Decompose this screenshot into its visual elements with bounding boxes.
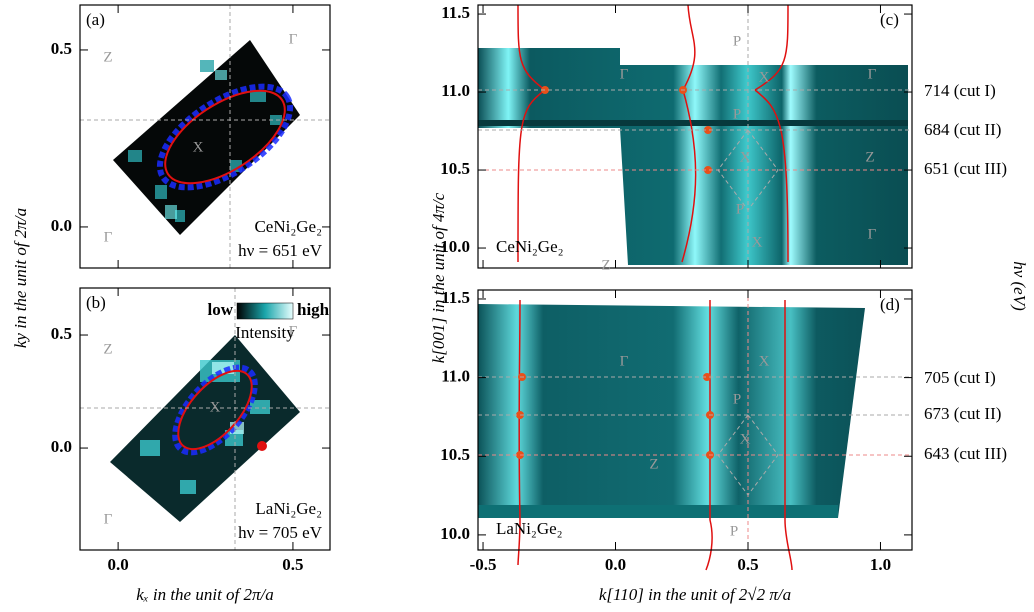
symmetry-point: P — [733, 391, 741, 407]
cut-label: 643 (cut III) — [924, 444, 1007, 463]
panel-label: (a) — [86, 10, 105, 29]
symmetry-point: Γ — [104, 229, 113, 245]
x-tick-label: 0.5 — [737, 555, 758, 574]
y-tick-label: 10.0 — [440, 524, 470, 543]
symmetry-point: Γ — [868, 226, 877, 242]
photon-energy: hν = 705 eV — [238, 523, 323, 542]
y-axis-label: ky in the unit of 2π/a — [11, 208, 30, 348]
cut-label: 714 (cut I) — [924, 81, 996, 100]
y-tick-label: 0.0 — [51, 216, 72, 235]
symmetry-point: X — [210, 399, 221, 415]
heatmap-a — [113, 40, 307, 235]
colorbar-label: Intensity — [235, 323, 295, 342]
symmetry-point: Γ — [620, 66, 629, 82]
compound: LaNi₂Ge₂ — [496, 519, 563, 538]
x-tick-label: 0.0 — [107, 555, 128, 574]
y-tick-label: 11.0 — [441, 367, 470, 386]
symmetry-point: Γ — [620, 353, 629, 369]
symmetry-point: X — [759, 69, 770, 85]
symmetry-point: Γ — [104, 511, 113, 527]
heatmap-c — [478, 48, 908, 265]
y-tick-label: 10.5 — [440, 445, 470, 464]
x-tick-label: 0.5 — [282, 555, 303, 574]
colorbar — [237, 303, 293, 319]
panel-label: (c) — [880, 10, 899, 29]
y-tick-label: 0.5 — [51, 324, 72, 343]
symmetry-point: Z — [601, 257, 610, 273]
symmetry-point: Γ — [868, 66, 877, 82]
colorbar-low: low — [208, 300, 234, 319]
x-tick-label: -0.5 — [470, 555, 497, 574]
compound: CeNi₂Ge₂ — [496, 237, 564, 256]
symmetry-point: X — [193, 139, 204, 155]
figure: 0.0 0.5 (a) Z Γ X Γ CeNi₂Ge₂ hν = 651 eV 0.0 0.5 0.… — [0, 0, 1034, 612]
x-tick-label: 1.0 — [870, 555, 891, 574]
heatmap-c-band — [478, 120, 908, 126]
symmetry-point: X — [752, 234, 763, 250]
panel-label: (d) — [880, 295, 900, 314]
heatmap-b — [110, 335, 300, 522]
symmetry-point: Γ — [289, 31, 298, 47]
compound: LaNi₂Ge₂ — [255, 499, 322, 518]
y-tick-label: 11.5 — [441, 3, 470, 22]
cut-label: 673 (cut II) — [924, 404, 1001, 423]
cut-label: 651 (cut III) — [924, 159, 1007, 178]
photon-energy: hν = 651 eV — [238, 241, 323, 260]
y-axis-label: k[001] in the unit of 4π/c — [429, 192, 448, 363]
y-tick-label: 0.0 — [51, 437, 72, 456]
y-tick-label: 0.5 — [51, 39, 72, 58]
symmetry-point: P — [733, 33, 741, 49]
compound: CeNi₂Ge₂ — [254, 217, 322, 236]
heatmap-d — [478, 304, 865, 518]
symmetry-point: Z — [103, 341, 112, 357]
panel-label: (b) — [86, 293, 106, 312]
heatmap-d-band — [478, 505, 838, 518]
hv-axis-label: hν (eV) — [1010, 261, 1029, 311]
symmetry-point: P — [730, 523, 738, 539]
symmetry-point: Z — [649, 456, 658, 472]
x-axis-label: kₓ in the unit of 2π/a — [136, 585, 274, 604]
cut-label: 705 (cut I) — [924, 368, 996, 387]
y-tick-label: 11.0 — [441, 81, 470, 100]
y-tick-label: 10.5 — [440, 159, 470, 178]
symmetry-point: X — [740, 149, 751, 165]
symmetry-point: Z — [103, 49, 112, 65]
symmetry-point: X — [759, 353, 770, 369]
cut-label: 684 (cut II) — [924, 120, 1001, 139]
colorbar-high: high — [297, 300, 330, 319]
symmetry-point: X — [740, 431, 751, 447]
x-axis-label: k[110] in the unit of 2√2 π/a — [599, 585, 791, 604]
x-tick-label: 0.0 — [605, 555, 626, 574]
symmetry-point: P — [733, 106, 741, 122]
symmetry-point: Z — [865, 149, 874, 165]
symmetry-point: P — [736, 201, 744, 217]
